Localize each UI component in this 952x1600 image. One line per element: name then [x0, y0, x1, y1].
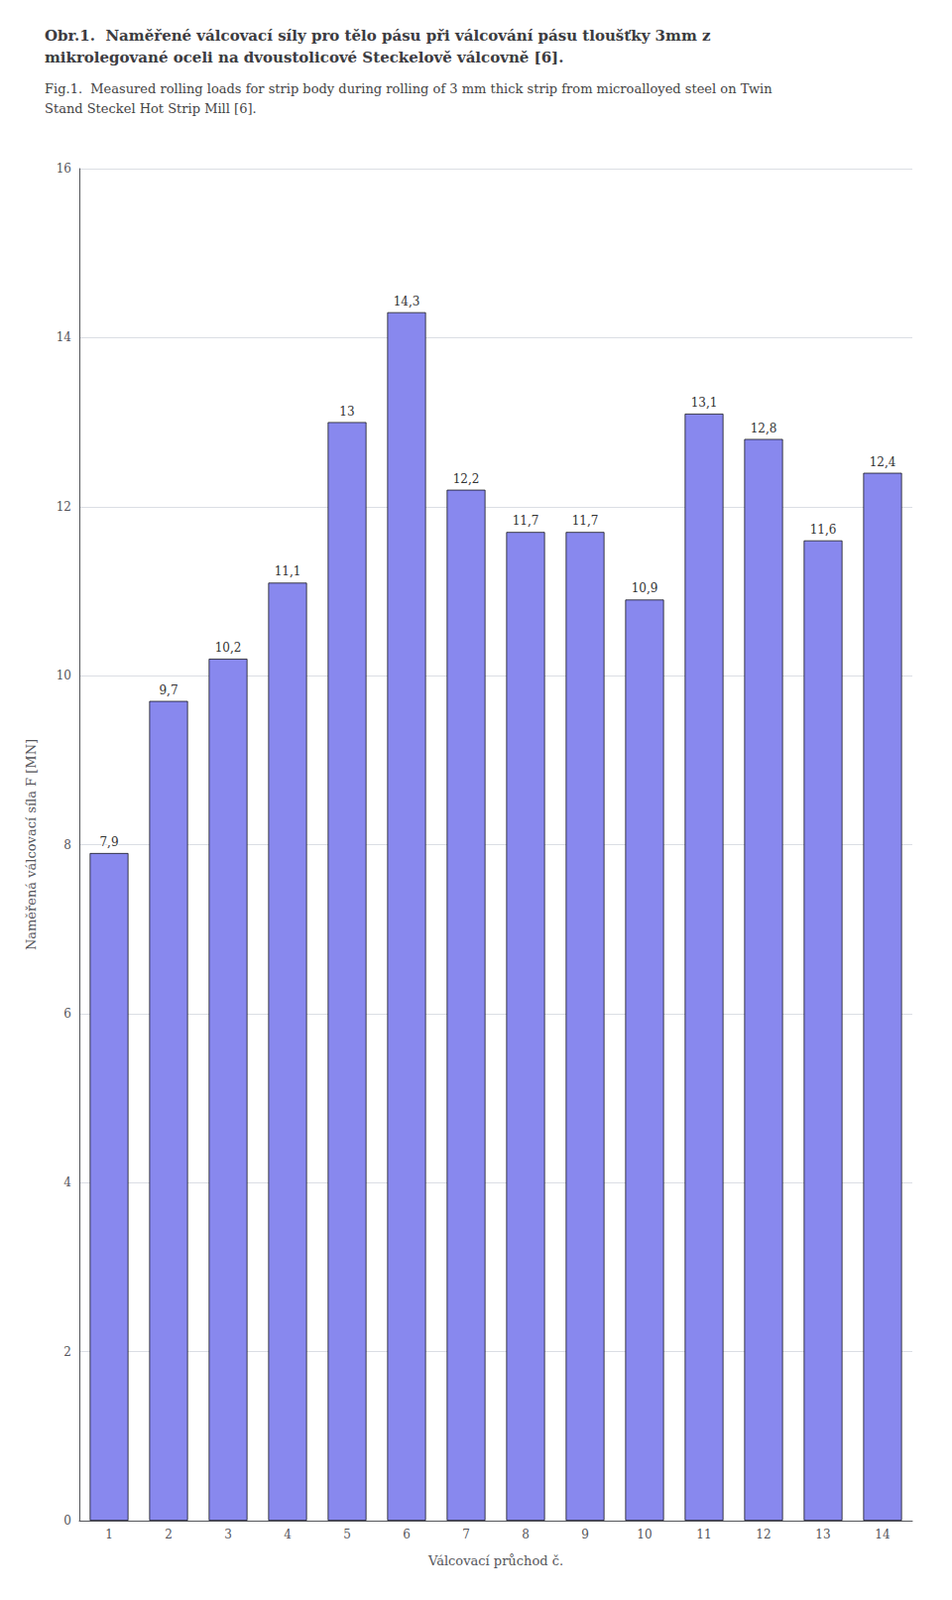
svg-text:8: 8: [63, 837, 72, 852]
svg-text:14,3: 14,3: [393, 294, 421, 309]
svg-text:10,2: 10,2: [215, 640, 242, 655]
svg-text:12,2: 12,2: [453, 472, 480, 486]
svg-text:11,7: 11,7: [512, 513, 540, 528]
svg-text:16: 16: [56, 161, 72, 176]
svg-text:10: 10: [56, 668, 72, 683]
svg-text:7,9: 7,9: [99, 834, 119, 849]
svg-text:6: 6: [63, 1006, 72, 1021]
svg-text:11,6: 11,6: [810, 522, 837, 537]
svg-text:9,7: 9,7: [158, 683, 178, 698]
svg-text:14: 14: [56, 330, 73, 345]
svg-text:11,7: 11,7: [572, 513, 599, 528]
svg-text:12: 12: [755, 1527, 771, 1542]
svg-text:Stand Steckel Hot Strip Mill [: Stand Steckel Hot Strip Mill [6].: [44, 101, 257, 117]
svg-text:3: 3: [224, 1527, 233, 1542]
svg-text:8: 8: [521, 1527, 530, 1542]
svg-text:5: 5: [343, 1527, 352, 1542]
svg-text:13: 13: [815, 1527, 831, 1542]
svg-text:12: 12: [56, 499, 72, 514]
svg-text:1: 1: [105, 1527, 114, 1542]
svg-text:12,8: 12,8: [750, 421, 778, 436]
svg-text:13,1: 13,1: [691, 395, 718, 410]
svg-text:Naměřená válcovací síla F [MN]: Naměřená válcovací síla F [MN]: [23, 738, 39, 951]
svg-text:12,4: 12,4: [869, 455, 897, 470]
svg-text:13: 13: [339, 404, 355, 419]
svg-text:4: 4: [63, 1175, 72, 1190]
svg-text:7: 7: [462, 1527, 471, 1542]
svg-text:11: 11: [696, 1527, 712, 1542]
svg-text:11,1: 11,1: [274, 564, 302, 579]
svg-text:mikrolegované oceli na dvousto: mikrolegované oceli na dvoustolicové Ste…: [44, 48, 564, 67]
svg-text:6: 6: [402, 1527, 411, 1542]
svg-text:Obr.1. Naměřené válcovací síl: Obr.1. Naměřené válcovací síly pro tělo …: [44, 26, 716, 45]
svg-text:2: 2: [63, 1344, 72, 1359]
svg-text:2: 2: [164, 1527, 173, 1542]
svg-text:4: 4: [283, 1527, 292, 1542]
svg-text:Válcovací průchod č.: Válcovací průchod č.: [427, 1552, 564, 1568]
svg-text:14: 14: [874, 1527, 891, 1542]
svg-text:Fig.1. Measured rolling loads: Fig.1. Measured rolling loads for strip …: [44, 81, 777, 97]
svg-text:10,9: 10,9: [631, 581, 659, 595]
svg-text:0: 0: [63, 1513, 72, 1528]
svg-text:9: 9: [581, 1527, 590, 1542]
svg-text:10: 10: [636, 1527, 652, 1542]
